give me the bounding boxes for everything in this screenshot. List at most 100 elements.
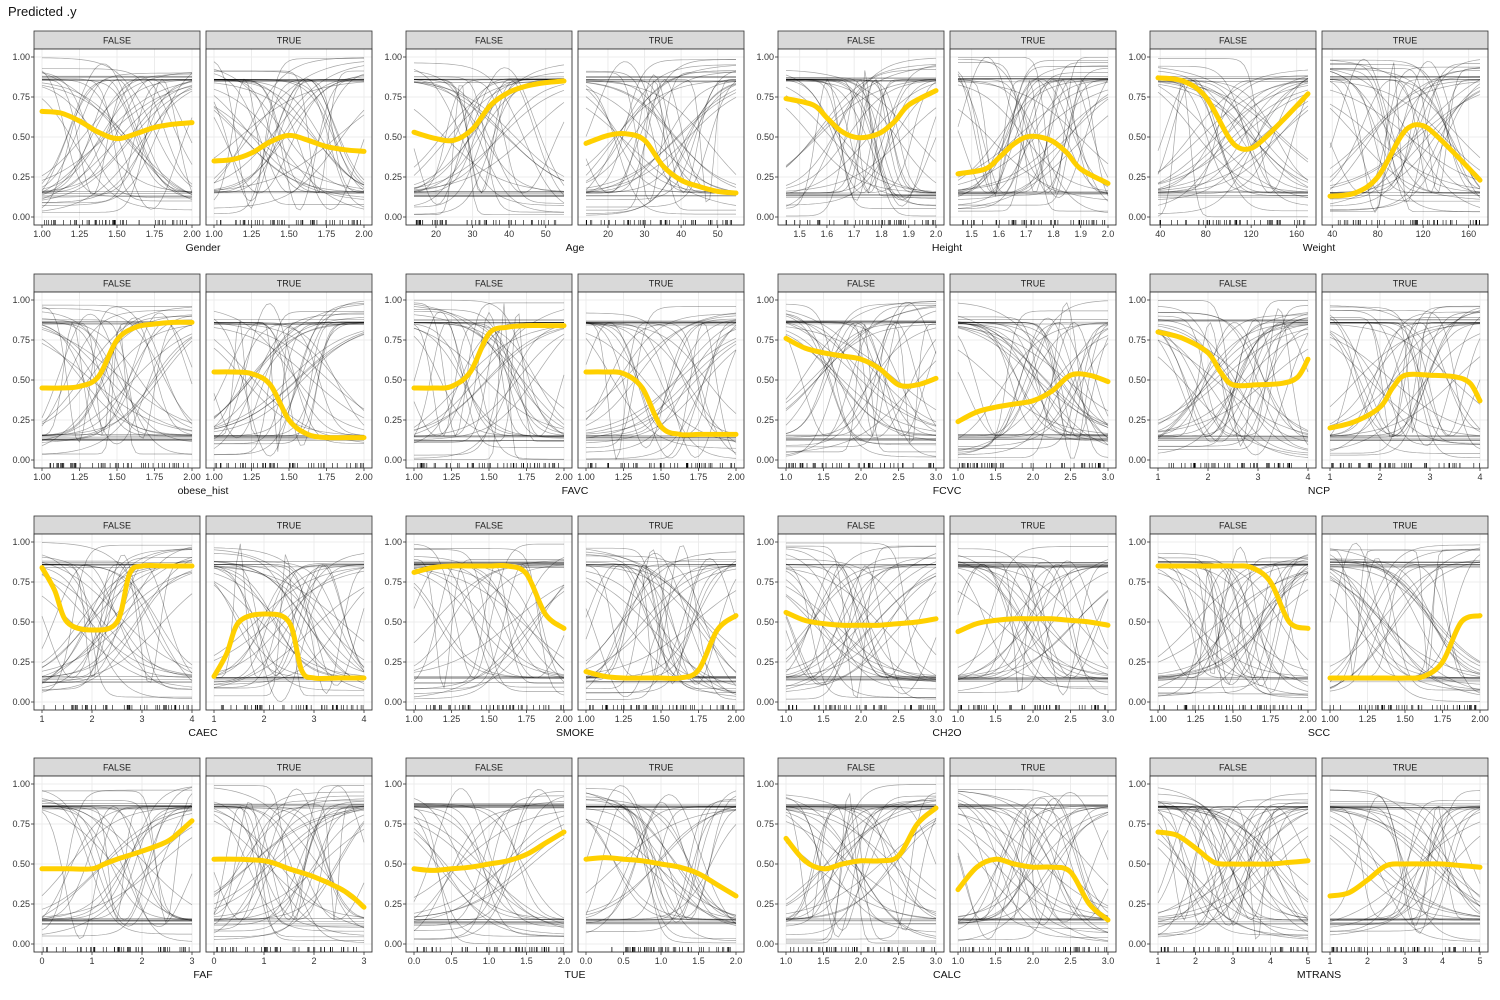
ice-curve [214,554,364,697]
y-tick-label: 0.25 [384,899,402,909]
ice-curve [958,806,1109,926]
ice-curve [957,567,1109,679]
ice-curve [957,564,1108,690]
facet-strip-label: TRUE [1393,763,1418,773]
ice-curve [585,792,737,919]
mean-curve [411,562,567,631]
ice-curve [785,79,937,184]
ice-curve [958,564,1109,679]
ice-curve [1329,577,1481,679]
ice-curve [1157,327,1309,437]
ice-curve [1157,571,1309,697]
ice-curve [1329,789,1481,913]
mean-curve [583,855,739,899]
y-tick-label: 0.00 [12,212,30,222]
ice-curve [214,821,365,921]
ice-curve [213,78,364,205]
ice-curve [1157,804,1309,903]
ice-curve [957,317,1109,453]
ice-curve [213,806,365,943]
y-tick-label: 0.25 [1128,415,1146,425]
ice-curve [785,806,937,914]
ice-curve [42,80,193,198]
ice-curve [586,795,737,921]
ice-curve [957,565,1109,675]
ice-curve [1157,568,1308,679]
ice-curve [413,810,565,898]
facet-strip-label: TRUE [277,36,302,46]
x-tick-label: 2.5 [1064,714,1077,724]
ice-curve [1157,89,1309,190]
x-tick-label: 1.8 [1047,229,1060,239]
ice-curve [413,564,565,671]
ice-curve [785,557,936,679]
ice-curve [41,542,193,682]
ice-curve [413,79,564,193]
ice-curve [957,315,1109,425]
ice-curve [957,792,1109,941]
x-tick-label: 1.5 [989,714,1002,724]
x-tick-label: 2.0 [930,229,943,239]
ice-curve [585,340,737,439]
rug [1168,463,1307,468]
y-tick-label: 0.75 [756,819,774,829]
ice-curve [1329,81,1481,178]
ice-curve [213,73,365,194]
ice-curve [1329,579,1481,691]
ice-curve [41,340,193,436]
panel-fcvc-true: TRUE 1.0 1.5 2.0 2.5 3.0 [949,273,1117,482]
ice-curve [1157,78,1309,200]
y-tick-label: 0.00 [756,455,774,465]
y-tick-label: 0.25 [12,415,30,425]
ice-curve [214,564,365,679]
ice-curve [957,806,1109,922]
ice-curve [958,789,1109,917]
ice-curve [1157,570,1309,688]
x-axis-title-smoke: SMOKE [556,727,594,739]
ice-curve [42,79,193,210]
x-tick-label: 1 [261,956,266,966]
x-axis-title-mtrans: MTRANS [1297,969,1341,981]
x-axis-title-fcvc: FCVC [933,485,962,497]
ice-curve [957,799,1109,933]
ice-curve [1330,806,1480,926]
ice-curve [957,321,1109,437]
x-axis-title-faf: FAF [193,969,212,981]
y-tick-label: 0.50 [756,375,774,385]
ice-curve [586,79,737,203]
ice-curve [786,77,936,197]
ice-curve [586,322,737,460]
ice-curve [413,77,564,205]
rug [1329,705,1477,710]
y-tick-label: 0.50 [1128,132,1146,142]
ice-curve [1157,83,1309,188]
x-axis-title-ch2o: CH2O [932,727,961,739]
ice-curve [957,300,1109,455]
ice-curve [41,79,192,208]
ice-curve [785,557,937,686]
ice-curve [413,338,565,440]
ice-curve [585,322,736,461]
ice-curve [957,811,1109,917]
ice-curve [213,805,364,938]
ice-curve [957,302,1109,428]
ice-curve [41,72,193,195]
ice-curve [413,335,564,437]
ice-curve [213,322,364,439]
ice-curve [585,568,737,670]
ice-curve [585,107,737,206]
ice-curve [957,59,1108,194]
ice-curve [785,322,937,427]
x-tick-label: 1.5 [793,229,806,239]
y-tick-label: 0.50 [12,859,30,869]
ice-curve [413,807,564,932]
ice-curve [1330,64,1481,197]
y-tick-label: 0.25 [384,657,402,667]
mean-curve [411,829,567,873]
ice-curve [41,76,193,193]
ice-curve [957,115,1109,209]
x-tick-label: 1.25 [615,472,633,482]
ice-curve [41,70,192,197]
ice-curve [958,324,1109,449]
x-tick-label: 3.0 [930,956,943,966]
